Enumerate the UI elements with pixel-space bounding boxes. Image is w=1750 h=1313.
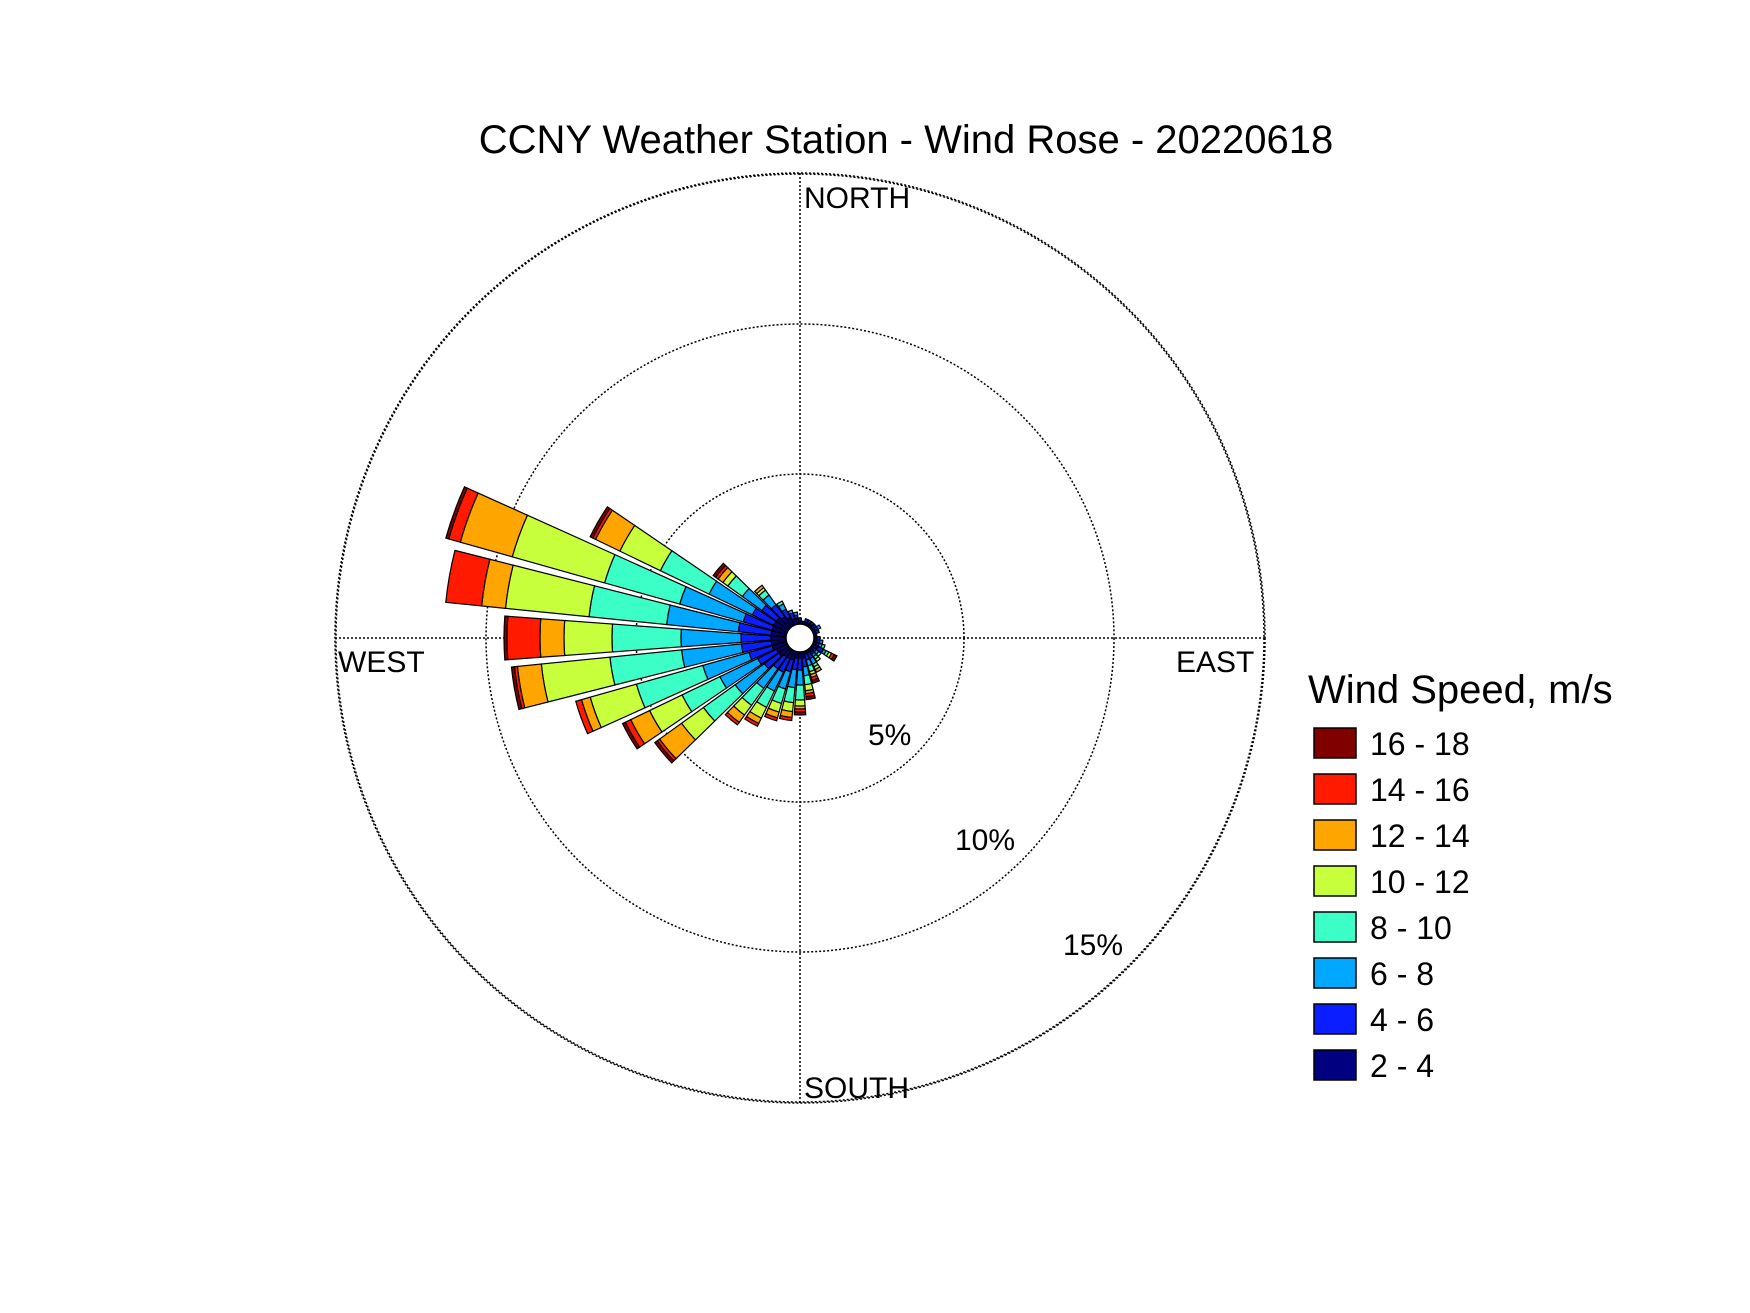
petal-segment — [510, 666, 523, 711]
legend-swatch — [1313, 911, 1357, 943]
petal-segment — [776, 600, 785, 608]
legend-label: 12 - 14 — [1370, 818, 1470, 854]
legend-label: 16 - 18 — [1370, 726, 1470, 762]
petal-segment — [792, 611, 799, 617]
east-label: EAST — [1176, 646, 1254, 679]
legend-title: Wind Speed, m/s — [1308, 668, 1613, 712]
sector-250 — [575, 641, 789, 735]
petal-segment — [830, 653, 838, 662]
petal-segment — [805, 694, 816, 701]
petal-segment — [794, 684, 806, 701]
petal-segment — [815, 650, 822, 657]
petal-segment — [621, 721, 641, 750]
sector-230 — [653, 645, 791, 764]
petal-segment — [818, 639, 824, 645]
sector-260 — [510, 638, 788, 711]
legend-label: 4 - 6 — [1370, 1002, 1434, 1038]
petal-segment — [793, 711, 807, 716]
sector-330 — [776, 600, 795, 628]
petal-segment — [503, 615, 509, 661]
legend-swatch — [1313, 1003, 1357, 1035]
legend-swatch — [1313, 957, 1357, 989]
legend-label: 2 - 4 — [1370, 1048, 1434, 1084]
legend-label: 14 - 16 — [1370, 772, 1470, 808]
petal-segment — [814, 655, 822, 663]
petal-segment — [816, 635, 821, 641]
sector-160 — [803, 649, 821, 684]
legend: 16 - 18 14 - 16 12 - 14 10 - 12 8 - 10 6 - 8 4… — [1313, 726, 1470, 1084]
petal-segment — [563, 619, 614, 657]
petal-segment — [814, 628, 820, 635]
petal-segment — [589, 506, 611, 539]
legend-label: 8 - 10 — [1370, 910, 1452, 946]
sector-280 — [445, 549, 788, 638]
petal-segment — [815, 624, 822, 631]
petal-segment — [653, 739, 675, 764]
ring-10 — [485, 323, 1115, 953]
sector-200 — [763, 649, 797, 722]
sector-310 — [712, 562, 791, 631]
legend-swatch — [1313, 865, 1357, 897]
petal-segment — [712, 562, 727, 579]
sector-180 — [793, 651, 807, 716]
petal-segment — [820, 643, 826, 650]
petal-segment — [680, 628, 742, 648]
sector-150 — [805, 648, 823, 674]
petal-segment — [575, 698, 594, 735]
sector-240 — [621, 643, 790, 750]
legend-label: 6 - 8 — [1370, 956, 1434, 992]
sector-290 — [445, 486, 789, 635]
petal-segment — [787, 609, 794, 616]
petal-segment — [445, 486, 469, 540]
petal-segment — [763, 712, 779, 722]
south-label: SOUTH — [804, 1072, 909, 1105]
legend-swatch — [1313, 819, 1357, 851]
sector-320 — [753, 584, 793, 629]
sector-170 — [800, 650, 816, 701]
legend-label: 10 - 12 — [1370, 864, 1470, 900]
petal-segment — [506, 615, 542, 661]
ring-label-10: 10% — [955, 824, 1015, 857]
petal-segment — [744, 715, 760, 728]
legend-swatch — [1313, 773, 1357, 805]
chart-title: CCNY Weather Station - Wind Rose - 20220… — [479, 118, 1334, 162]
petal-segment — [611, 623, 682, 653]
sector-220 — [724, 647, 793, 726]
petal-segment — [445, 549, 491, 607]
petal-segment — [778, 714, 793, 722]
petal-segment — [814, 666, 823, 674]
center-hole — [785, 623, 815, 653]
sector-270 — [503, 615, 787, 661]
petal-segment — [811, 677, 821, 684]
petal-segment — [794, 699, 806, 707]
legend-swatch — [1313, 1049, 1357, 1081]
sector-300 — [589, 506, 790, 633]
petal-segment — [797, 617, 803, 622]
petal-segment — [753, 584, 765, 595]
sector-210 — [744, 648, 795, 728]
ring-label-15: 15% — [1063, 929, 1123, 962]
north-label: NORTH — [804, 182, 910, 215]
west-label: WEST — [338, 646, 425, 679]
legend-swatch — [1313, 727, 1357, 759]
sector-190 — [778, 650, 800, 722]
wind-petals — [445, 486, 838, 764]
ring-label-5: 5% — [868, 719, 911, 752]
petal-segment — [795, 669, 805, 686]
petal-segment — [539, 618, 566, 658]
petal-segment — [724, 711, 741, 726]
